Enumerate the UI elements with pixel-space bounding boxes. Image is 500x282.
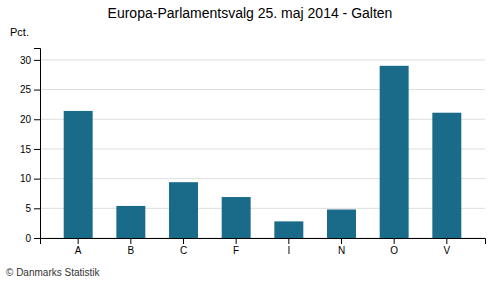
tick-label: C [180,245,187,256]
tick-label: F [233,245,239,256]
bar [169,182,198,238]
tick: 10 [20,173,40,184]
grid-line [40,119,485,120]
tick-mark [78,238,79,244]
title: Europa-Parlamentsvalg 25. maj 2014 - Gal… [108,5,393,21]
axis-title: Pct. [10,26,29,38]
tick-mark [34,149,40,150]
tick: I [287,238,290,256]
grid [40,60,485,238]
tick-label: B [128,245,135,256]
tick-label: 20 [20,114,32,125]
tick-mark [34,90,40,91]
grid-line [40,178,485,179]
axis-line [41,239,486,245]
bar [274,221,303,238]
tick-mark [34,238,40,239]
tick: A [75,238,82,256]
tick: N [338,238,345,256]
tick-label: 5 [25,203,31,214]
tick-label: 0 [25,233,31,244]
tick-label: A [75,245,82,256]
tick-mark [34,60,40,61]
tick-mark [183,238,184,244]
tick: 25 [20,84,40,95]
grid-line [40,148,485,149]
tick: 30 [20,55,40,66]
tick-label: I [287,245,290,256]
chart: 0 5 10 15 20 25 30 A B C F I N O V Europa-Parlamentsval… [0,0,500,282]
bar [64,111,93,238]
tick-mark [130,238,131,244]
y-axis: 0 5 10 15 20 25 30 [20,49,41,244]
bar [116,206,145,238]
bar [432,113,461,238]
tick: 0 [25,233,40,244]
bars [64,66,462,238]
tick-label: 10 [20,173,32,184]
tick-mark [34,208,40,209]
tick: F [233,238,239,256]
tick-mark [236,238,237,244]
tick-mark [341,238,342,244]
tick: 15 [20,144,40,155]
tick-label: 15 [20,144,32,155]
tick-mark [446,238,447,244]
plot: 0 5 10 15 20 25 30 A B C F I N O V [20,49,486,257]
tick: C [180,238,187,256]
tick: V [443,238,450,256]
annotation: © Danmarks Statistik [6,267,101,278]
tick: 5 [25,203,40,214]
bar [380,66,409,238]
grid-line [40,59,485,60]
tick-mark [34,119,40,120]
tick: O [390,238,398,256]
bar [222,197,251,238]
tick-mark [288,238,289,244]
grid-line [40,89,485,90]
grid-line [40,208,485,209]
tick-label: O [390,245,398,256]
tick-label: V [443,245,450,256]
tick: 20 [20,114,40,125]
bar [327,210,356,239]
tick-label: 25 [20,84,32,95]
tick: B [128,238,135,256]
axis-line [34,49,41,239]
x-axis: ABCFINOV [41,238,486,256]
tick-label: 30 [20,55,32,66]
tick-label: N [338,245,345,256]
tick-mark [34,179,40,180]
tick-mark [394,238,395,244]
